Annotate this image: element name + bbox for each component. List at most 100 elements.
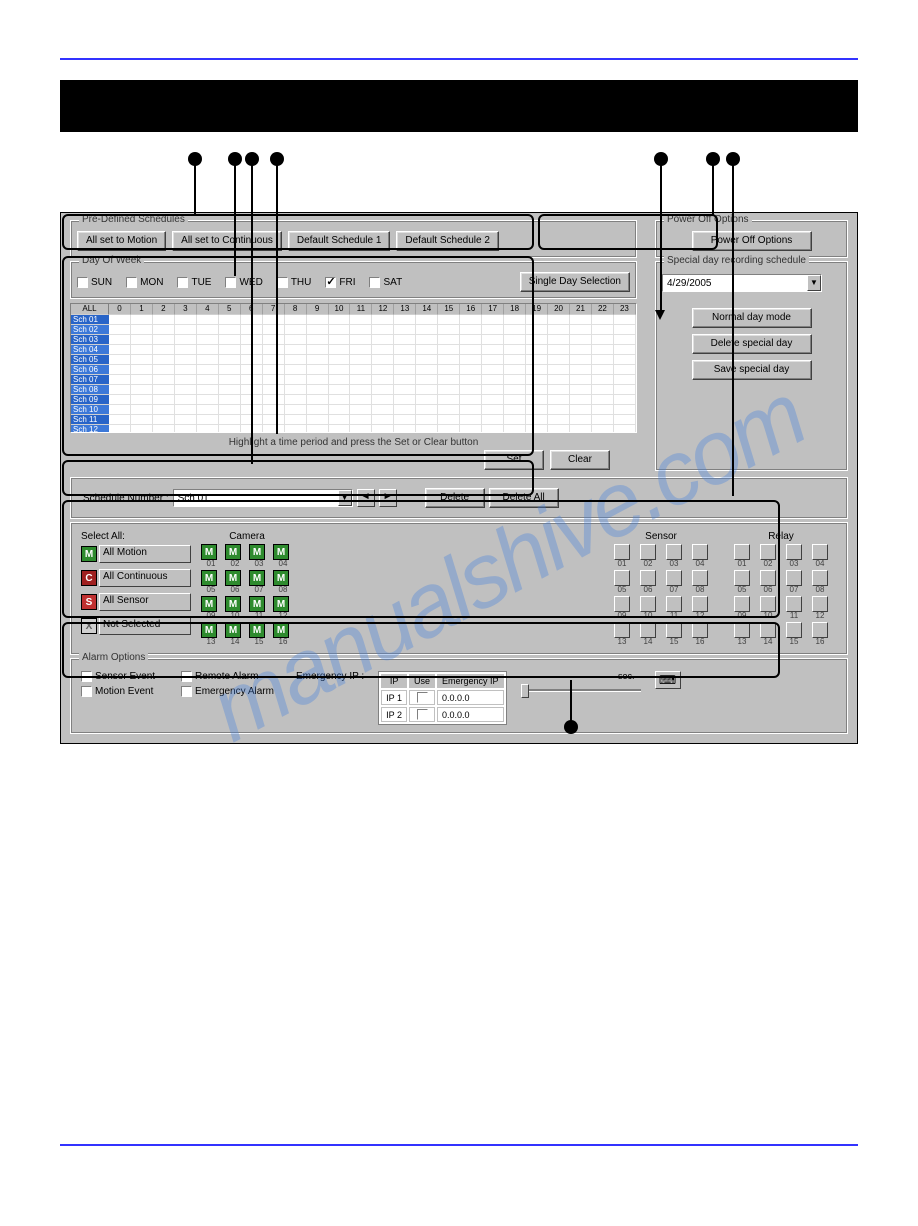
default-schedule-2-button[interactable]: Default Schedule 2: [396, 231, 499, 251]
sensor-toggle-12[interactable]: 12: [689, 596, 711, 620]
default-schedule-1-button[interactable]: Default Schedule 1: [288, 231, 391, 251]
schedule-row-label[interactable]: Sch 10: [71, 405, 109, 415]
relay-toggle-16[interactable]: 16: [809, 622, 831, 646]
day-checkbox-sun[interactable]: SUN: [77, 277, 112, 288]
sensor-toggle-05[interactable]: 05: [611, 570, 633, 594]
day-checkbox-fri[interactable]: FRI: [325, 277, 355, 288]
relay-toggle-05[interactable]: 05: [731, 570, 753, 594]
sensor-toggle-06[interactable]: 06: [637, 570, 659, 594]
relay-toggle-02[interactable]: 02: [757, 544, 779, 568]
poweroff-button[interactable]: Power Off Options: [692, 231, 812, 251]
delete-special-day-button[interactable]: Delete special day: [692, 334, 812, 354]
relay-toggle-07[interactable]: 07: [783, 570, 805, 594]
ip1-use-checkbox[interactable]: [409, 690, 435, 705]
relay-toggle-13[interactable]: 13: [731, 622, 753, 646]
camera-toggle-06[interactable]: M06: [225, 570, 245, 594]
sensor-toggle-08[interactable]: 08: [689, 570, 711, 594]
set-button[interactable]: Set: [484, 450, 544, 470]
relay-toggle-10[interactable]: 10: [757, 596, 779, 620]
camera-toggle-13[interactable]: M13: [201, 622, 221, 646]
schedule-row-label[interactable]: Sch 09: [71, 395, 109, 405]
camera-toggle-08[interactable]: M08: [273, 570, 293, 594]
delete-all-schedule-button[interactable]: Delete All: [489, 488, 559, 508]
camera-toggle-15[interactable]: M15: [249, 622, 269, 646]
sensor-toggle-13[interactable]: 13: [611, 622, 633, 646]
slider-thumb[interactable]: [521, 684, 529, 698]
day-checkbox-wed[interactable]: WED: [225, 277, 262, 288]
all-continuous-select-button[interactable]: All Continuous: [99, 569, 191, 587]
camera-toggle-01[interactable]: M01: [201, 544, 221, 568]
sensor-toggle-07[interactable]: 07: [663, 570, 685, 594]
relay-toggle-12[interactable]: 12: [809, 596, 831, 620]
prev-schedule-button[interactable]: ◄: [357, 489, 375, 507]
normal-day-mode-button[interactable]: Normal day mode: [692, 308, 812, 328]
relay-toggle-09[interactable]: 09: [731, 596, 753, 620]
camera-toggle-03[interactable]: M03: [249, 544, 269, 568]
schedule-row-label[interactable]: Sch 04: [71, 345, 109, 355]
keyboard-icon[interactable]: ⌨: [655, 671, 681, 689]
schedule-row-label[interactable]: Sch 07: [71, 375, 109, 385]
sensor-toggle-11[interactable]: 11: [663, 596, 685, 620]
schedule-number-combo[interactable]: Sch 01 ▼: [173, 489, 353, 507]
all-continuous-button[interactable]: All set to Continuous: [172, 231, 282, 251]
camera-toggle-04[interactable]: M04: [273, 544, 293, 568]
emergency-alarm-checkbox[interactable]: Emergency Alarm: [181, 686, 274, 697]
ip1-value[interactable]: 0.0.0.0: [437, 690, 504, 705]
camera-toggle-09[interactable]: M09: [201, 596, 221, 620]
remote-alarm-checkbox[interactable]: Remote Alarm: [181, 671, 274, 682]
relay-toggle-03[interactable]: 03: [783, 544, 805, 568]
schedule-row-label[interactable]: Sch 12: [71, 425, 109, 433]
relay-toggle-01[interactable]: 01: [731, 544, 753, 568]
relay-toggle-11[interactable]: 11: [783, 596, 805, 620]
schedule-row-label[interactable]: Sch 06: [71, 365, 109, 375]
ip2-use-checkbox[interactable]: [409, 707, 435, 722]
schedule-row-label[interactable]: Sch 11: [71, 415, 109, 425]
schedule-row-label[interactable]: Sch 08: [71, 385, 109, 395]
schedule-row-label[interactable]: Sch 02: [71, 325, 109, 335]
sensor-toggle-10[interactable]: 10: [637, 596, 659, 620]
schedule-row-label[interactable]: Sch 05: [71, 355, 109, 365]
relay-toggle-06[interactable]: 06: [757, 570, 779, 594]
relay-toggle-15[interactable]: 15: [783, 622, 805, 646]
camera-toggle-12[interactable]: M12: [273, 596, 293, 620]
day-checkbox-sat[interactable]: SAT: [369, 277, 402, 288]
clear-button[interactable]: Clear: [550, 450, 610, 470]
save-special-day-button[interactable]: Save special day: [692, 360, 812, 380]
camera-toggle-11[interactable]: M11: [249, 596, 269, 620]
sensor-toggle-01[interactable]: 01: [611, 544, 633, 568]
day-checkbox-mon[interactable]: MON: [126, 277, 163, 288]
motion-event-checkbox[interactable]: Motion Event: [81, 686, 155, 697]
sensor-toggle-03[interactable]: 03: [663, 544, 685, 568]
sensor-toggle-15[interactable]: 15: [663, 622, 685, 646]
relay-toggle-14[interactable]: 14: [757, 622, 779, 646]
single-day-selection-button[interactable]: Single Day Selection: [520, 272, 630, 292]
relay-toggle-04[interactable]: 04: [809, 544, 831, 568]
sensor-toggle-14[interactable]: 14: [637, 622, 659, 646]
camera-toggle-02[interactable]: M02: [225, 544, 245, 568]
camera-toggle-10[interactable]: M10: [225, 596, 245, 620]
schedule-grid[interactable]: ALL Sch 01Sch 02Sch 03Sch 04Sch 05Sch 06…: [70, 303, 637, 433]
sensor-toggle-02[interactable]: 02: [637, 544, 659, 568]
camera-toggle-07[interactable]: M07: [249, 570, 269, 594]
schedule-row-label[interactable]: Sch 01: [71, 315, 109, 325]
sensor-toggle-09[interactable]: 09: [611, 596, 633, 620]
sensor-toggle-04[interactable]: 04: [689, 544, 711, 568]
day-checkbox-tue[interactable]: TUE: [177, 277, 211, 288]
camera-toggle-05[interactable]: M05: [201, 570, 221, 594]
ip2-value[interactable]: 0.0.0.0: [437, 707, 504, 722]
sensor-toggle-16[interactable]: 16: [689, 622, 711, 646]
duration-slider[interactable]: [521, 689, 641, 692]
all-motion-button[interactable]: All set to Motion: [77, 231, 166, 251]
camera-toggle-14[interactable]: M14: [225, 622, 245, 646]
schedule-row-label[interactable]: Sch 03: [71, 335, 109, 345]
specialday-date-combo[interactable]: 4/29/2005 ▼: [662, 274, 822, 292]
relay-toggle-08[interactable]: 08: [809, 570, 831, 594]
all-motion-select-button[interactable]: All Motion: [99, 545, 191, 563]
all-sensor-select-button[interactable]: All Sensor: [99, 593, 191, 611]
not-selected-button[interactable]: Not Selected: [99, 617, 191, 635]
next-schedule-button[interactable]: ►: [379, 489, 397, 507]
sensor-event-checkbox[interactable]: Sensor Event: [81, 671, 155, 682]
day-checkbox-thu[interactable]: THU: [277, 277, 312, 288]
delete-schedule-button[interactable]: Delete: [425, 488, 485, 508]
camera-toggle-16[interactable]: M16: [273, 622, 293, 646]
